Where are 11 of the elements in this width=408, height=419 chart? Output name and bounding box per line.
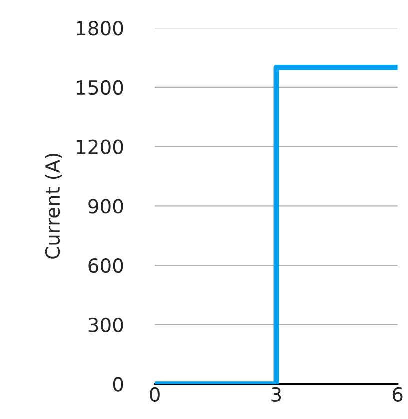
y-tick-label: 0 — [113, 377, 124, 392]
y-tick-label: 300 — [88, 318, 124, 333]
x-tick-label: 3 — [272, 387, 282, 402]
y-tick-label: 1200 — [77, 140, 124, 154]
y-tick-label: 1800 — [77, 21, 124, 36]
y-tick-label: 600 — [88, 258, 124, 274]
x-tick-label: 6 — [392, 387, 403, 402]
y-tick-label: 900 — [88, 199, 124, 214]
y-tick-label: 1500 — [77, 80, 124, 96]
x-tick-label: 0 — [150, 387, 160, 402]
y-axis-title: Current (A) — [45, 154, 62, 259]
